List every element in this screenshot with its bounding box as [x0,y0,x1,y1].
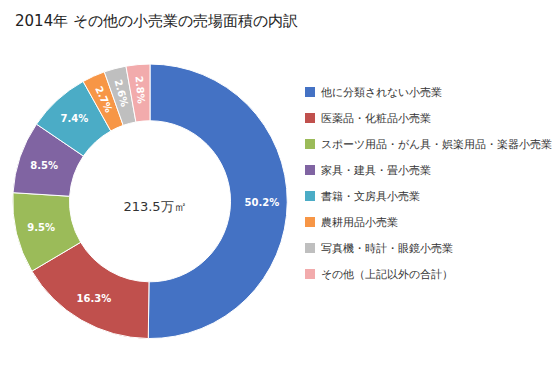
svg-text:213.5万㎡: 213.5万㎡ [123,199,186,214]
svg-text:2.7%: 2.7% [93,84,114,114]
svg-text:その他（上記以外の合計）: その他（上記以外の合計） [321,268,453,281]
svg-text:書籍・文房具小売業: 書籍・文房具小売業 [321,190,420,203]
svg-text:8.5%: 8.5% [30,160,58,171]
svg-text:9.5%: 9.5% [27,222,55,233]
svg-text:2.6%: 2.6% [113,78,131,108]
svg-text:2.8%: 2.8% [133,76,146,105]
svg-text:50.2%: 50.2% [245,197,280,208]
svg-text:16.3%: 16.3% [77,293,112,304]
svg-text:7.4%: 7.4% [61,113,89,124]
svg-text:医薬品・化粧品小売業: 医薬品・化粧品小売業 [321,112,431,125]
svg-text:家具・建具・畳小売業: 家具・建具・畳小売業 [321,164,431,177]
svg-text:他に分類されない小売業: 他に分類されない小売業 [321,86,442,99]
svg-text:2014年 その他の小売業の売場面積の内訳: 2014年 その他の小売業の売場面積の内訳 [15,12,298,30]
svg-text:スポーツ用品・がん具・娯楽用品・楽器小売業: スポーツ用品・がん具・娯楽用品・楽器小売業 [321,138,552,151]
svg-text:写真機・時計・眼鏡小売業: 写真機・時計・眼鏡小売業 [321,242,453,255]
svg-text:農耕用品小売業: 農耕用品小売業 [321,216,398,229]
